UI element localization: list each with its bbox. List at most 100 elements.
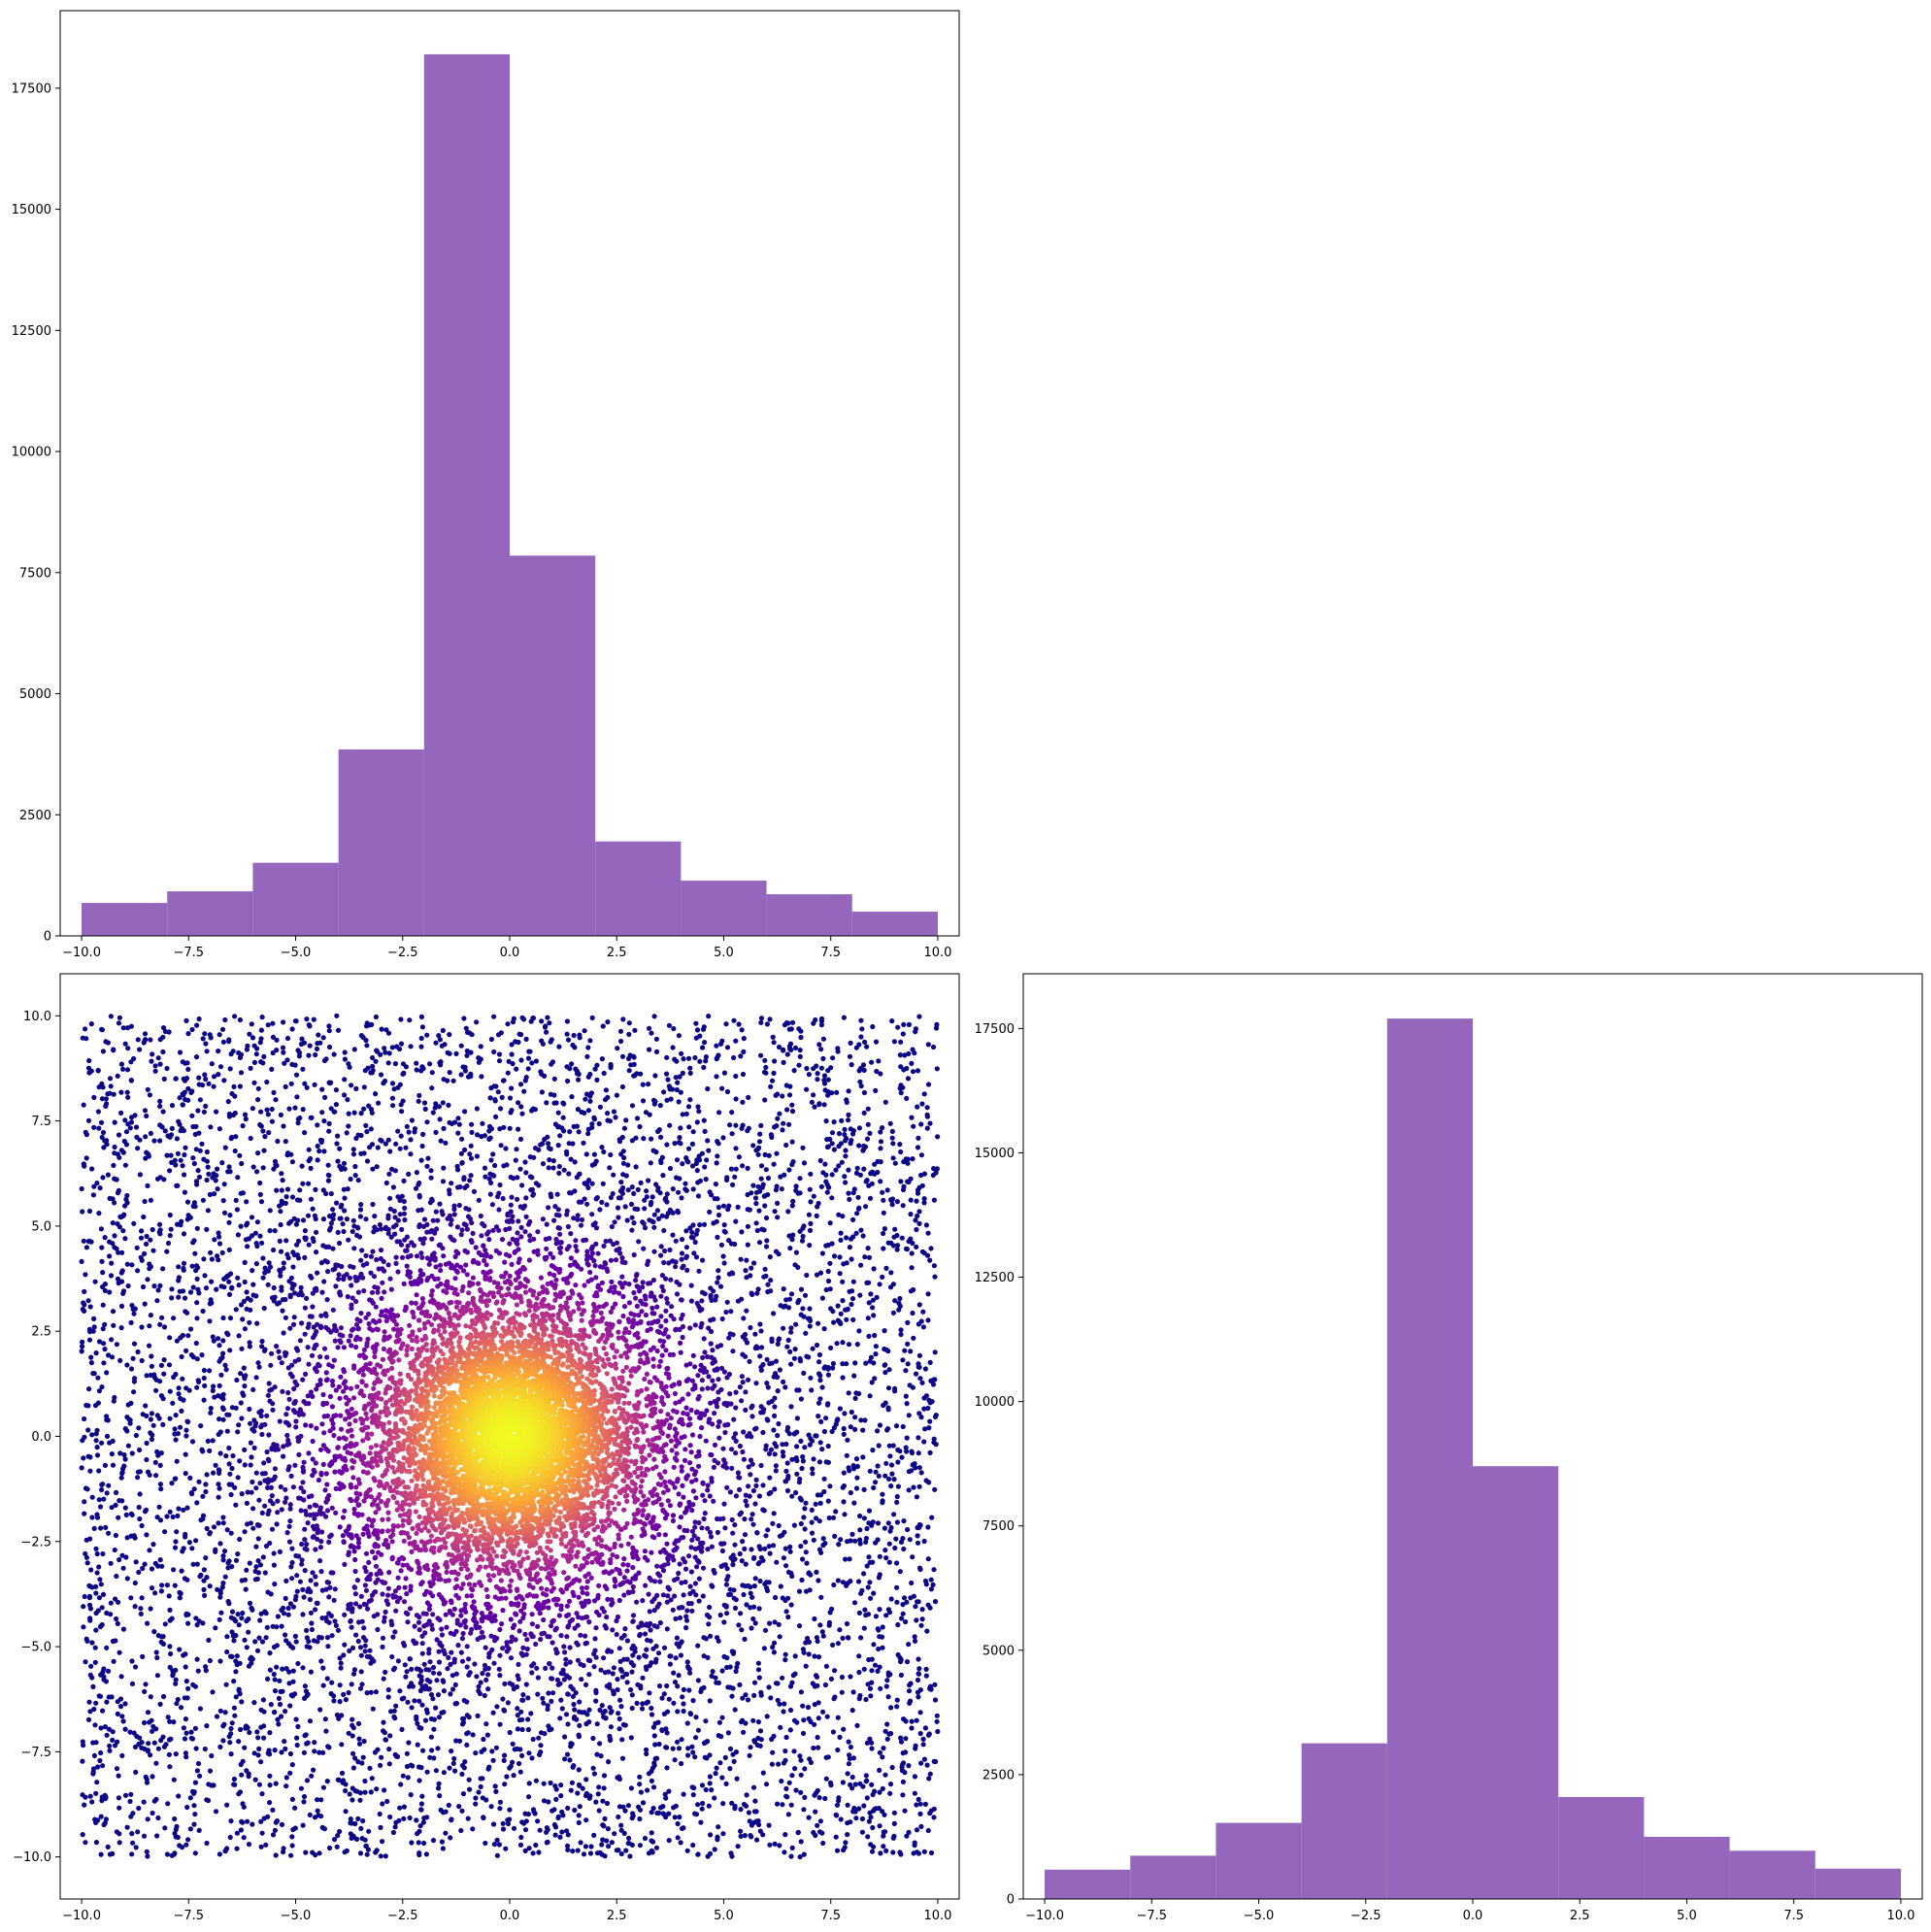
scatter-point — [935, 1728, 941, 1735]
scatter-point — [357, 1797, 363, 1803]
scatter-point — [374, 1786, 380, 1792]
scatter-point — [628, 1062, 634, 1068]
scatter-point — [80, 1339, 85, 1345]
scatter-point — [428, 1168, 434, 1174]
scatter-point — [124, 1192, 130, 1199]
scatter-point — [516, 1100, 521, 1106]
scatter-point — [320, 1035, 326, 1041]
scatter-point — [267, 1800, 273, 1806]
scatter-point — [877, 1572, 882, 1578]
scatter-point — [750, 1616, 756, 1622]
scatter-point — [469, 1032, 475, 1038]
scatter-point — [157, 1557, 163, 1563]
scatter-point — [237, 1458, 243, 1464]
scatter-point — [290, 1264, 296, 1270]
scatter-point — [151, 1283, 157, 1289]
scatter-point — [868, 1693, 874, 1699]
scatter-point — [355, 1815, 361, 1821]
scatter-point — [867, 1468, 873, 1474]
scatter-point — [403, 1674, 409, 1680]
scatter-point — [181, 1397, 186, 1403]
scatter-point — [831, 1319, 837, 1325]
scatter-point — [605, 1117, 611, 1123]
scatter-point — [829, 1130, 836, 1136]
scatter-point — [274, 1048, 280, 1053]
scatter-point — [867, 1559, 873, 1565]
scatter-point — [262, 1134, 268, 1140]
scatter-point — [881, 1230, 886, 1237]
scatter-point — [93, 1700, 99, 1706]
scatter-point — [693, 1020, 699, 1026]
scatter-point — [385, 1694, 391, 1700]
scatter-point — [916, 1796, 921, 1802]
scatter-point — [635, 1682, 641, 1687]
scatter-point — [143, 1682, 149, 1687]
scatter-point — [392, 1061, 398, 1067]
scatter-point — [347, 1064, 352, 1070]
scatter-point — [836, 1144, 842, 1149]
scatter-point — [910, 1462, 916, 1468]
scatter-point — [707, 1752, 713, 1758]
scatter-point — [169, 1295, 175, 1301]
scatter-point — [295, 1217, 301, 1223]
scatter-point — [816, 1042, 822, 1048]
scatter-point — [695, 1802, 701, 1808]
scatter-point — [183, 1451, 188, 1457]
scatter-point — [242, 1529, 248, 1535]
scatter-point — [825, 1372, 832, 1378]
scatter-point — [164, 1152, 170, 1158]
scatter-point — [191, 1486, 197, 1492]
scatter-point — [566, 1171, 572, 1177]
scatter-point — [803, 1588, 810, 1594]
scatter-point — [221, 1182, 227, 1187]
scatter-point — [782, 1657, 788, 1663]
scatter-point — [304, 1778, 311, 1783]
scatter-point — [348, 1816, 353, 1822]
scatter-point — [894, 1560, 900, 1566]
scatter-point — [104, 1490, 110, 1496]
scatter-point — [387, 1733, 393, 1739]
scatter-point — [931, 1197, 938, 1203]
scatter-point — [396, 1046, 403, 1052]
scatter-point — [875, 1428, 881, 1434]
scatter-point — [151, 1740, 157, 1746]
scatter-point — [127, 1729, 133, 1735]
scatter-point — [856, 1806, 862, 1812]
scatter-point — [841, 1425, 847, 1432]
scatter-point — [721, 1653, 727, 1659]
scatter-point — [788, 1802, 794, 1808]
scatter-point — [220, 1396, 226, 1402]
scatter-point — [590, 1735, 596, 1742]
scatter-point — [864, 1525, 870, 1532]
scatter-point — [496, 1051, 503, 1057]
y-tick-label: 10000 — [12, 446, 51, 460]
scatter-point — [789, 1161, 795, 1168]
scatter-point — [620, 1160, 627, 1166]
scatter-point — [510, 1019, 516, 1025]
scatter-point — [836, 1131, 843, 1137]
scatter-point — [104, 1433, 111, 1439]
scatter-point — [883, 1265, 889, 1271]
scatter-point — [244, 1768, 250, 1774]
scatter-point — [241, 1298, 247, 1304]
scatter-point — [137, 1516, 143, 1522]
scatter-point — [908, 1212, 914, 1217]
scatter-point — [151, 1138, 157, 1144]
scatter-point — [100, 1591, 107, 1597]
scatter-point — [663, 1726, 669, 1732]
scatter-point — [841, 1470, 847, 1476]
scatter-point — [452, 1768, 458, 1774]
scatter-point — [382, 1046, 387, 1051]
scatter-point — [149, 1411, 154, 1416]
scatter-point — [88, 1239, 94, 1245]
scatter-point — [819, 1295, 826, 1301]
scatter-point — [203, 1668, 209, 1674]
scatter-point — [632, 1027, 638, 1033]
scatter-point — [264, 1079, 270, 1085]
scatter-point — [189, 1026, 195, 1033]
scatter-point — [220, 1406, 226, 1413]
scatter-point — [595, 1791, 601, 1797]
scatter-point — [685, 1664, 691, 1670]
scatter-point — [244, 1199, 250, 1205]
scatter-point — [819, 1629, 825, 1635]
